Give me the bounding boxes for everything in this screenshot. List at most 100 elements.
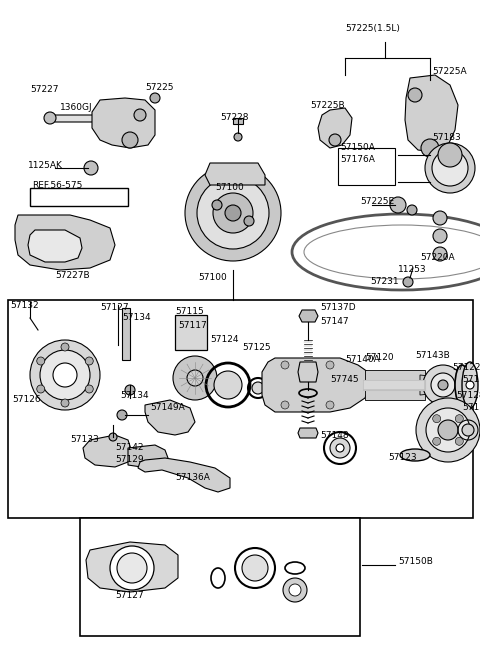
Circle shape (122, 132, 138, 148)
Circle shape (329, 134, 341, 146)
Text: 57225E: 57225E (360, 198, 394, 206)
Bar (8, 300, 473, 518)
Circle shape (37, 357, 45, 365)
Circle shape (37, 385, 45, 393)
Text: 57225(1.5L): 57225(1.5L) (345, 24, 400, 33)
Circle shape (225, 205, 241, 221)
Text: 57176A: 57176A (340, 155, 375, 164)
Text: 57225B: 57225B (310, 102, 345, 111)
Circle shape (173, 356, 217, 400)
Circle shape (432, 438, 441, 445)
Polygon shape (298, 362, 318, 382)
Polygon shape (86, 542, 178, 592)
Text: 57100: 57100 (215, 183, 244, 193)
Text: 57124: 57124 (210, 335, 239, 345)
Polygon shape (122, 308, 130, 360)
Text: 57122: 57122 (452, 364, 480, 373)
Circle shape (425, 143, 475, 193)
Circle shape (197, 177, 269, 249)
Polygon shape (138, 458, 230, 492)
Polygon shape (420, 375, 450, 395)
Circle shape (150, 93, 160, 103)
Text: 57133: 57133 (70, 436, 99, 445)
Text: 57150A: 57150A (340, 143, 375, 153)
Polygon shape (83, 435, 132, 467)
Circle shape (390, 197, 406, 213)
Bar (30, 188, 128, 206)
Polygon shape (405, 75, 458, 152)
Text: 57231: 57231 (370, 278, 398, 286)
Circle shape (134, 109, 146, 121)
Text: 57130B: 57130B (462, 375, 480, 384)
Circle shape (213, 193, 253, 233)
Circle shape (61, 399, 69, 407)
Circle shape (234, 133, 242, 141)
Text: 57129: 57129 (115, 455, 144, 464)
Text: 57143B: 57143B (415, 350, 450, 360)
Text: 57227: 57227 (30, 86, 59, 94)
Polygon shape (145, 400, 195, 435)
Text: 57150B: 57150B (398, 557, 433, 567)
Text: 57227B: 57227B (55, 271, 90, 280)
Circle shape (53, 363, 77, 387)
Ellipse shape (400, 449, 430, 461)
Circle shape (125, 385, 135, 395)
Circle shape (84, 161, 98, 175)
Text: 57115: 57115 (175, 307, 204, 316)
Circle shape (326, 401, 334, 409)
Text: 57142: 57142 (115, 443, 144, 453)
Text: 57220A: 57220A (420, 253, 455, 263)
Text: 57123: 57123 (388, 453, 417, 462)
Text: 1360GJ: 1360GJ (60, 103, 93, 113)
Circle shape (433, 211, 447, 225)
Circle shape (117, 410, 127, 420)
Circle shape (433, 247, 447, 261)
Circle shape (421, 139, 439, 157)
Circle shape (61, 343, 69, 351)
Text: 57134: 57134 (122, 314, 151, 322)
Bar (175, 315, 207, 350)
Circle shape (462, 424, 474, 436)
Text: 57125: 57125 (242, 343, 271, 352)
Text: REF.56-575: REF.56-575 (32, 181, 83, 189)
Circle shape (109, 433, 117, 441)
Circle shape (44, 112, 56, 124)
Polygon shape (233, 118, 243, 124)
Text: 57117: 57117 (178, 320, 207, 329)
Circle shape (330, 438, 350, 458)
Text: 57745: 57745 (330, 375, 359, 384)
Bar (80, 518, 360, 636)
Polygon shape (205, 163, 265, 185)
Circle shape (466, 381, 474, 389)
Circle shape (438, 380, 448, 390)
Polygon shape (15, 215, 115, 270)
Text: 11253: 11253 (398, 265, 427, 274)
Circle shape (289, 584, 301, 596)
Circle shape (431, 373, 455, 397)
Circle shape (432, 150, 468, 186)
Circle shape (40, 350, 90, 400)
Polygon shape (262, 358, 370, 412)
Circle shape (433, 229, 447, 243)
Text: 57140A: 57140A (345, 356, 380, 364)
Polygon shape (318, 108, 352, 148)
Circle shape (408, 88, 422, 102)
Text: 57120: 57120 (365, 354, 394, 362)
Ellipse shape (455, 365, 469, 405)
Polygon shape (299, 310, 318, 322)
Circle shape (336, 444, 344, 452)
Circle shape (244, 216, 254, 226)
Polygon shape (50, 115, 140, 122)
Circle shape (403, 277, 413, 287)
Text: 57183: 57183 (432, 134, 461, 143)
Circle shape (326, 361, 334, 369)
Circle shape (407, 205, 417, 215)
Circle shape (30, 340, 100, 410)
Circle shape (214, 371, 242, 399)
Text: 1125AK: 1125AK (28, 160, 63, 170)
Text: 57127: 57127 (100, 303, 129, 312)
Text: 57100: 57100 (198, 274, 227, 282)
Circle shape (426, 408, 470, 452)
Circle shape (281, 361, 289, 369)
Circle shape (456, 415, 463, 422)
